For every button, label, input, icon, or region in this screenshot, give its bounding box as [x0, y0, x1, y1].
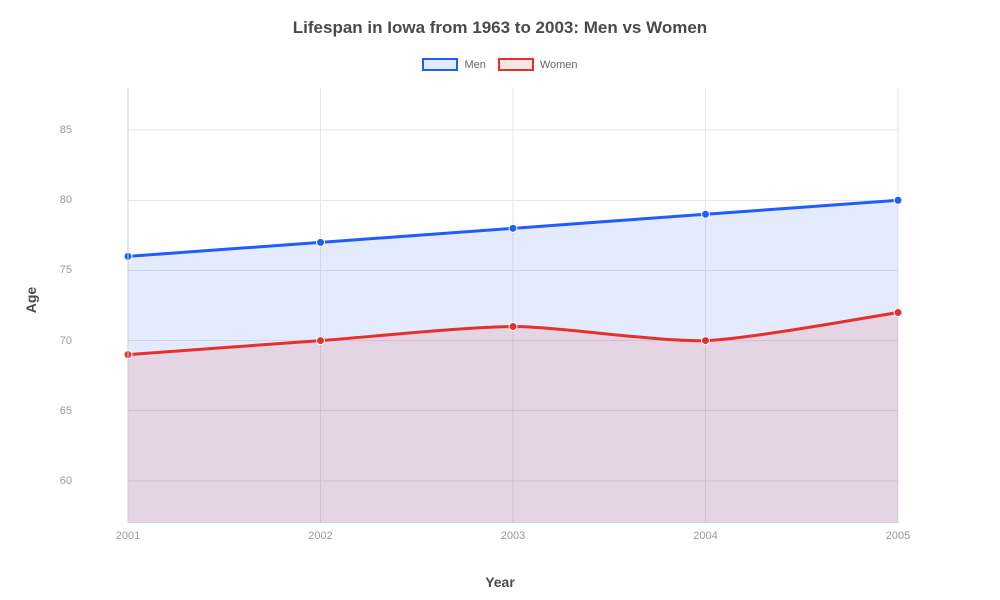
- y-tick-label: 80: [60, 194, 72, 206]
- legend: Men Women: [0, 58, 1000, 71]
- y-tick-label: 85: [60, 124, 72, 136]
- chart-container: Lifespan in Iowa from 1963 to 2003: Men …: [0, 0, 1000, 600]
- plot-svg: [78, 88, 948, 523]
- x-tick-label: 2003: [501, 530, 525, 542]
- legend-label-men: Men: [464, 59, 485, 71]
- plot-area: [78, 88, 948, 523]
- marker-series-1-pt-2[interactable]: [509, 323, 517, 331]
- y-tick-label: 70: [60, 335, 72, 347]
- x-axis-label: Year: [0, 574, 1000, 590]
- marker-series-1-pt-1[interactable]: [317, 337, 325, 345]
- y-tick-label: 65: [60, 405, 72, 417]
- legend-item-women[interactable]: Women: [498, 58, 578, 71]
- x-tick-label: 2005: [886, 530, 910, 542]
- marker-series-0-pt-2[interactable]: [509, 224, 517, 232]
- marker-series-0-pt-1[interactable]: [317, 238, 325, 246]
- legend-swatch-men: [422, 58, 458, 71]
- y-tick-label: 60: [60, 475, 72, 487]
- marker-series-0-pt-3[interactable]: [702, 210, 710, 218]
- x-tick-label: 2001: [116, 530, 140, 542]
- marker-series-1-pt-3[interactable]: [702, 337, 710, 345]
- legend-swatch-women: [498, 58, 534, 71]
- chart-title: Lifespan in Iowa from 1963 to 2003: Men …: [0, 18, 1000, 38]
- marker-series-1-pt-4[interactable]: [894, 309, 902, 317]
- x-tick-label: 2004: [693, 530, 717, 542]
- legend-label-women: Women: [540, 59, 578, 71]
- y-axis-label: Age: [23, 287, 39, 313]
- marker-series-0-pt-4[interactable]: [894, 196, 902, 204]
- legend-item-men[interactable]: Men: [422, 58, 485, 71]
- y-tick-label: 75: [60, 264, 72, 276]
- x-tick-label: 2002: [308, 530, 332, 542]
